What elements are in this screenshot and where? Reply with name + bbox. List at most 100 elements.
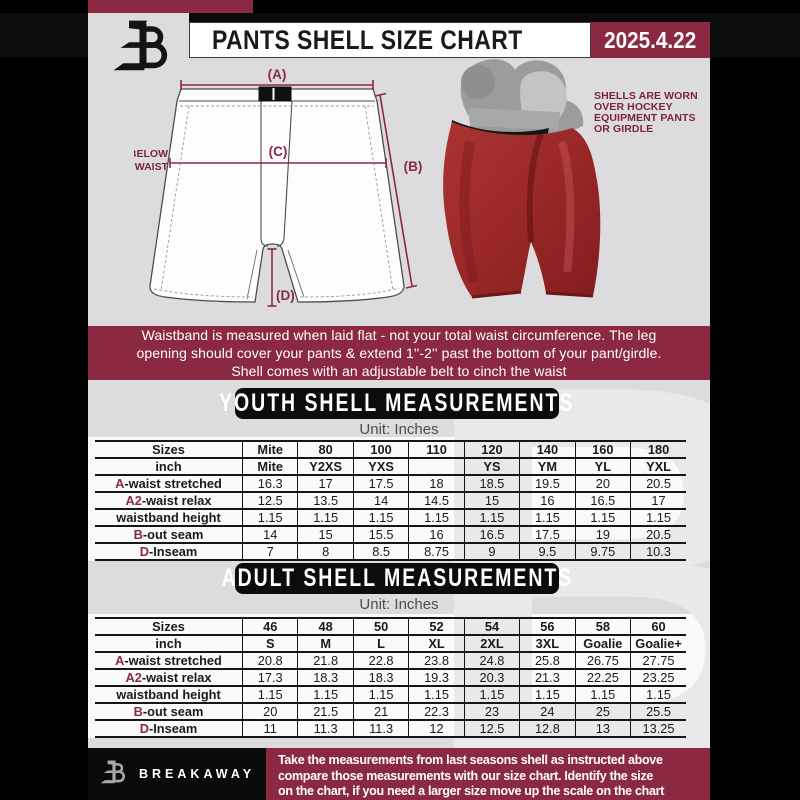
below-waist-label-line1: 7'' BELOW [134, 148, 168, 160]
table-cell [408, 457, 465, 475]
table-cell: 24.8 [463, 651, 520, 669]
table-cell: 16.5 [574, 491, 631, 509]
table-row: Sizes 46 48 50 52 54 56 58 60 [95, 617, 686, 635]
table-cell: 24 [519, 702, 576, 720]
measure-letter: D [139, 544, 149, 559]
table-row: D-Inseam 7 8 8.5 8.75 9 9.5 9.75 10.3 [95, 542, 686, 560]
table-cell: YM [519, 457, 576, 475]
footer-note: Take the measurements from last seasons … [266, 748, 710, 800]
table-cell: 20.5 [630, 474, 686, 492]
youth-size-table: Sizes Mite 80 100 110 120 140 160 180 inch Mite Y2X… [95, 440, 686, 561]
text-line: compare those measurements with our size… [278, 768, 654, 783]
table-cell: 18.3 [352, 668, 409, 686]
table-cell: 17.5 [519, 525, 576, 543]
table-cell: L [352, 634, 409, 652]
table-cell: waistband height [95, 685, 243, 703]
content-area: (A) (B) (C) (D) 7'' BELOW WAIST [88, 57, 710, 748]
table-cell: 10.3 [630, 542, 686, 560]
text-line: OVER HOCKEY [594, 101, 673, 113]
measurement-notice: Waistband is measured when laid flat - n… [88, 326, 710, 380]
table-cell: inch [95, 634, 243, 652]
measurement-label-a: (A) [268, 67, 287, 82]
table-cell: 11 [241, 719, 298, 737]
table-row: waistband height 1.15 1.15 1.15 1.15 1.15 1.15… [95, 508, 686, 526]
youth-banner: YOUTH SHELL MEASUREMENTS [219, 388, 573, 419]
table-cell: 21.3 [519, 668, 576, 686]
table-cell: 110 [408, 440, 465, 458]
date-text: 2025.4.22 [604, 26, 697, 53]
measure-letter: D [139, 721, 149, 736]
table-cell: YL [574, 457, 631, 475]
measurement-label-d: (D) [276, 288, 295, 303]
table-cell: 140 [519, 440, 576, 458]
table-row: B-out seam 14 15 15.5 16 16.5 17.5 19 20.5 [95, 525, 686, 543]
table-cell: 12.5 [241, 491, 298, 509]
table-cell: 17 [297, 474, 354, 492]
table-cell: 19.5 [519, 474, 576, 492]
table-cell: Y2XS [297, 457, 354, 475]
table-cell: 8 [297, 542, 354, 560]
table-cell: XL [408, 634, 465, 652]
table-cell: 12.5 [463, 719, 520, 737]
table-cell: Mite [241, 457, 298, 475]
text-line: Take the measurements from last seasons … [278, 753, 663, 767]
table-cell: 20 [574, 474, 631, 492]
table-cell: Sizes [95, 440, 243, 458]
measure-letter: B [133, 527, 143, 542]
shorts-diagram: (A) (B) (C) (D) 7'' BELOW WAIST [134, 67, 423, 307]
table-cell: Goalie+ [630, 634, 686, 652]
table-cell: 20.5 [630, 525, 686, 543]
below-waist-label-line2: WAIST [135, 161, 169, 173]
page-title: PANTS SHELL SIZE CHART [212, 24, 523, 55]
table-cell: inch [95, 457, 243, 475]
table-cell: D-Inseam [95, 719, 243, 737]
table-row: B-out seam 20 21.5 21 22.3 23 24 25 25.5 [95, 702, 686, 720]
table-cell: 9.5 [519, 542, 576, 560]
table-cell: 12.8 [519, 719, 576, 737]
table-cell: 1.15 [408, 685, 465, 703]
table-cell: 1.15 [574, 508, 631, 526]
table-cell: Mite [241, 440, 298, 458]
table-row: waistband height 1.15 1.15 1.15 1.15 1.15 1.15… [95, 685, 686, 703]
table-cell: 18 [408, 474, 465, 492]
table-cell: 8.75 [408, 542, 465, 560]
table-cell: 15.5 [352, 525, 409, 543]
table-cell: 20.3 [463, 668, 520, 686]
table-cell: 1.15 [241, 508, 298, 526]
table-cell: 52 [408, 617, 465, 635]
table-cell: 100 [352, 440, 409, 458]
table-cell: 48 [297, 617, 354, 635]
table-cell: 14 [352, 491, 409, 509]
measurement-label-b: (B) [404, 159, 423, 174]
table-cell: 27.75 [630, 651, 686, 669]
table-cell: 1.15 [352, 508, 409, 526]
table-cell: Goalie [574, 634, 631, 652]
text-line: EQUIPMENT PANTS [594, 112, 696, 124]
table-cell: 17 [630, 491, 686, 509]
table-cell: 14 [241, 525, 298, 543]
table-cell: 19.3 [408, 668, 465, 686]
table-cell: 19 [574, 525, 631, 543]
table-row: A-waist stretched 20.8 21.8 22.8 23.8 24.8 25.… [95, 651, 686, 669]
table-row: A2-waist relax 12.5 13.5 14 14.5 15 16 16.5 17 [95, 491, 686, 509]
table-cell: YXS [352, 457, 409, 475]
adult-banner-text: ADULT SHELL MEASUREMENTS [221, 564, 573, 592]
table-cell: A-waist stretched [95, 651, 243, 669]
table-cell: 1.15 [519, 508, 576, 526]
footer-brand-logo-icon [98, 758, 130, 790]
table-cell: A-waist stretched [95, 474, 243, 492]
table-cell: 21.5 [297, 702, 354, 720]
footer: BREAKAWAY Take the measurements from las… [88, 748, 710, 800]
table-cell: 120 [463, 440, 520, 458]
brand-logo-icon [100, 15, 186, 85]
table-cell: 22.25 [574, 668, 631, 686]
measure-letter: A2 [125, 670, 142, 685]
table-row: Sizes Mite 80 100 110 120 140 160 180 [95, 440, 686, 458]
table-cell: 56 [519, 617, 576, 635]
table-cell: 15 [463, 491, 520, 509]
youth-banner-text: YOUTH SHELL MEASUREMENTS [219, 389, 575, 417]
belt-buckle [258, 86, 292, 102]
table-cell: 13.5 [297, 491, 354, 509]
table-row: A-waist stretched 16.3 17 17.5 18 18.5 19.5 20 2… [95, 474, 686, 492]
